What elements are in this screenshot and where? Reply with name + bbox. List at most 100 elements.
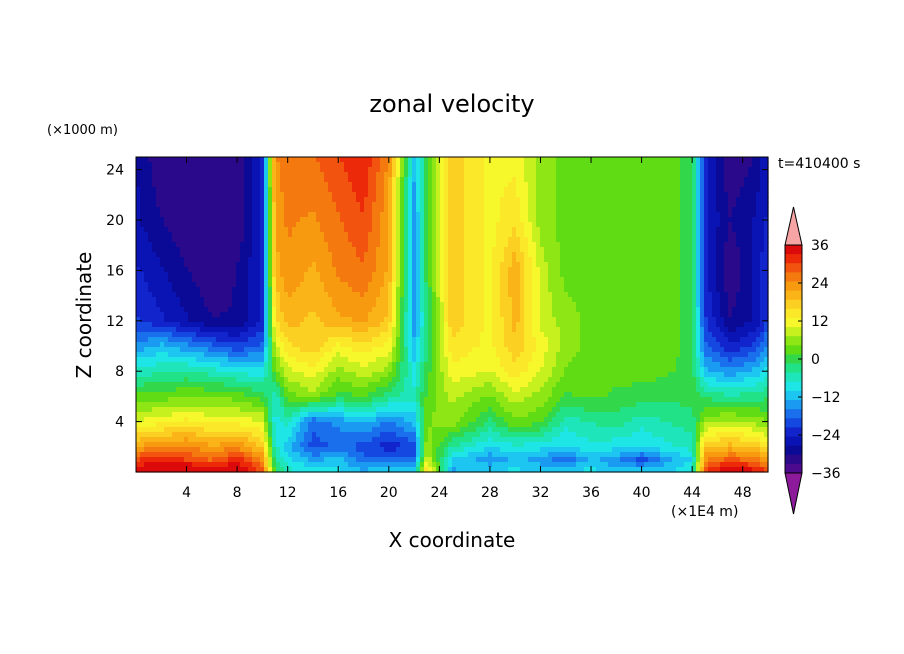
heatmap-cell [164, 272, 169, 278]
heatmap-cell [160, 252, 165, 258]
heatmap-cell [380, 222, 385, 228]
heatmap-cell [428, 237, 433, 243]
heatmap-cell [496, 232, 501, 238]
heatmap-cell [684, 267, 689, 273]
heatmap-cell [516, 262, 521, 268]
heatmap-cell [192, 237, 197, 243]
heatmap-cell [568, 207, 573, 213]
heatmap-cell [572, 282, 577, 288]
heatmap-cell [372, 222, 377, 228]
heatmap-cell [172, 282, 177, 288]
heatmap-cell [300, 177, 305, 183]
heatmap-cell [704, 197, 709, 203]
heatmap-cell [716, 257, 721, 263]
heatmap-cell [764, 262, 769, 268]
heatmap-cell [596, 232, 601, 238]
heatmap-cell [288, 252, 293, 258]
heatmap-cell [264, 312, 269, 318]
heatmap-cell [560, 247, 565, 253]
heatmap-cell [648, 267, 653, 273]
heatmap-cell [224, 292, 229, 298]
heatmap-cell [440, 242, 445, 248]
heatmap-cell [688, 242, 693, 248]
heatmap-cell [248, 227, 253, 233]
heatmap-cell [688, 267, 693, 273]
heatmap-cell [732, 222, 737, 228]
heatmap-cell [204, 282, 209, 288]
heatmap-cell [336, 287, 341, 293]
heatmap-cell [136, 192, 141, 198]
heatmap-cell [516, 177, 521, 183]
heatmap-cell [324, 257, 329, 263]
heatmap-cell [620, 277, 625, 283]
heatmap-cell [212, 247, 217, 253]
heatmap-cell [700, 262, 705, 268]
heatmap-cell [308, 157, 313, 163]
heatmap-cell [328, 202, 333, 208]
heatmap-cell [212, 312, 217, 318]
heatmap-cell [444, 287, 449, 293]
heatmap-cell [568, 217, 573, 223]
heatmap-cell [324, 247, 329, 253]
heatmap-cell [200, 212, 205, 218]
heatmap-cell [136, 242, 141, 248]
heatmap-cell [168, 207, 173, 213]
heatmap-cell [756, 252, 761, 258]
heatmap-cell [464, 217, 469, 223]
heatmap-cell [372, 197, 377, 203]
heatmap-cell [168, 217, 173, 223]
heatmap-cell [620, 232, 625, 238]
heatmap-cell [624, 302, 629, 308]
heatmap-cell [384, 202, 389, 208]
heatmap-cell [160, 297, 165, 303]
heatmap-cell [632, 252, 637, 258]
heatmap-cell [440, 192, 445, 198]
heatmap-cell [672, 187, 677, 193]
heatmap-cell [308, 267, 313, 273]
heatmap-cell [404, 242, 409, 248]
heatmap-cell [216, 272, 221, 278]
heatmap-cell [528, 197, 533, 203]
heatmap-cell [336, 222, 341, 228]
heatmap-cell [632, 167, 637, 173]
heatmap-cell [412, 182, 417, 188]
heatmap-cell [320, 257, 325, 263]
heatmap-cell [692, 262, 697, 268]
heatmap-cell [652, 282, 657, 288]
heatmap-cell [172, 242, 177, 248]
heatmap-cell [668, 307, 673, 313]
heatmap-cell [504, 222, 509, 228]
heatmap-cell [664, 257, 669, 263]
heatmap-cell [508, 262, 513, 268]
heatmap-cell [612, 167, 617, 173]
heatmap-cell [760, 237, 765, 243]
heatmap-cell [228, 272, 233, 278]
heatmap-cell [412, 237, 417, 243]
heatmap-cell [192, 167, 197, 173]
heatmap-cell [724, 202, 729, 208]
heatmap-cell [536, 307, 541, 313]
heatmap-cell [696, 187, 701, 193]
heatmap-cell [536, 262, 541, 268]
heatmap-cell [264, 157, 269, 163]
heatmap-cell [472, 197, 477, 203]
heatmap-cell [572, 187, 577, 193]
heatmap-cell [736, 207, 741, 213]
heatmap-cell [660, 237, 665, 243]
heatmap-cell [332, 312, 337, 318]
heatmap-cell [308, 292, 313, 298]
heatmap-cell [432, 312, 437, 318]
heatmap-cell [276, 297, 281, 303]
heatmap-cell [636, 307, 641, 313]
heatmap-cell [256, 232, 261, 238]
heatmap-cell [268, 217, 273, 223]
heatmap-cell [444, 257, 449, 263]
heatmap-cell [740, 287, 745, 293]
heatmap-cell [668, 277, 673, 283]
heatmap-cell [312, 277, 317, 283]
heatmap-cell [264, 182, 269, 188]
heatmap-cell [204, 242, 209, 248]
heatmap-cell [436, 187, 441, 193]
heatmap-cell [308, 307, 313, 313]
heatmap-cell [604, 167, 609, 173]
